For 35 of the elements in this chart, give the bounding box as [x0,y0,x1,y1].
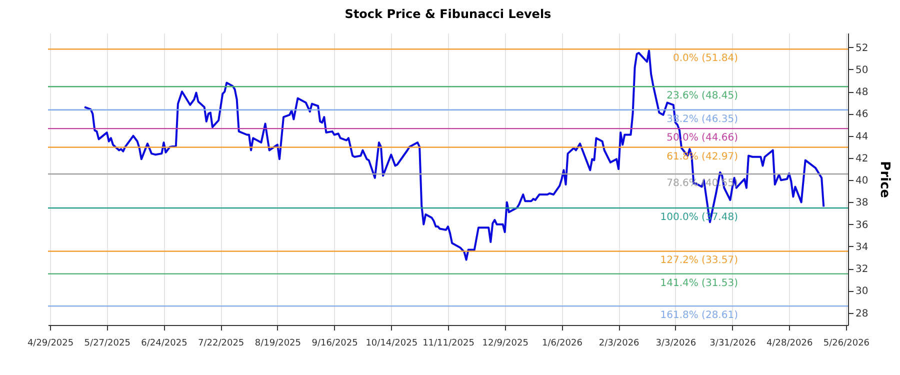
x-tick-label: 3/3/2026 [656,338,696,348]
y-tick-label: 48 [856,87,868,98]
x-tick-label: 1/6/2026 [542,338,583,348]
x-tick-label: 3/31/2026 [710,338,756,348]
x-tick-label: 6/24/2025 [141,338,188,348]
y-tick-label: 44 [856,131,868,142]
ref-line-label: 141.4% (31.53) [660,278,738,289]
ref-line-label: 0.0% (51.84) [672,53,738,64]
y-tick-label: 42 [856,153,868,164]
ref-line-label: 23.6% (48.45) [666,90,738,102]
y-tick-label: 40 [856,176,868,187]
y-tick-label: 34 [856,242,868,253]
ref-line-label: 127.2% (33.57) [660,255,738,266]
x-tick-label: 4/28/2026 [766,338,813,348]
y-tick-label: 50 [856,65,868,76]
y-tick-label: 36 [856,220,868,231]
x-tick-label: 11/11/2025 [422,338,474,348]
chart-title: Stock Price & Fibunacci Levels [344,7,552,21]
y-axis-title: Price [877,161,892,198]
y-tick-label: 38 [856,198,868,209]
x-tick-label: 5/26/2026 [823,338,870,348]
x-tick-label: 2/3/2026 [598,338,640,348]
y-tick-label: 30 [856,286,868,298]
ref-line-label: 161.8% (28.61) [660,310,738,322]
y-tick-label: 46 [856,109,868,120]
x-tick-label: 7/22/2025 [198,338,244,348]
x-tick-label: 12/9/2025 [482,338,528,348]
y-tick-label: 32 [856,264,868,276]
y-tick-label: 28 [856,308,868,320]
x-tick-label: 9/16/2025 [312,338,358,348]
x-tick-label: 8/19/2025 [254,338,302,348]
x-tick-label: 10/14/2025 [366,338,418,348]
x-tick-label: 5/27/2025 [84,338,130,348]
x-tick-label: 4/29/2025 [27,338,74,348]
y-tick-label: 52 [856,42,868,54]
